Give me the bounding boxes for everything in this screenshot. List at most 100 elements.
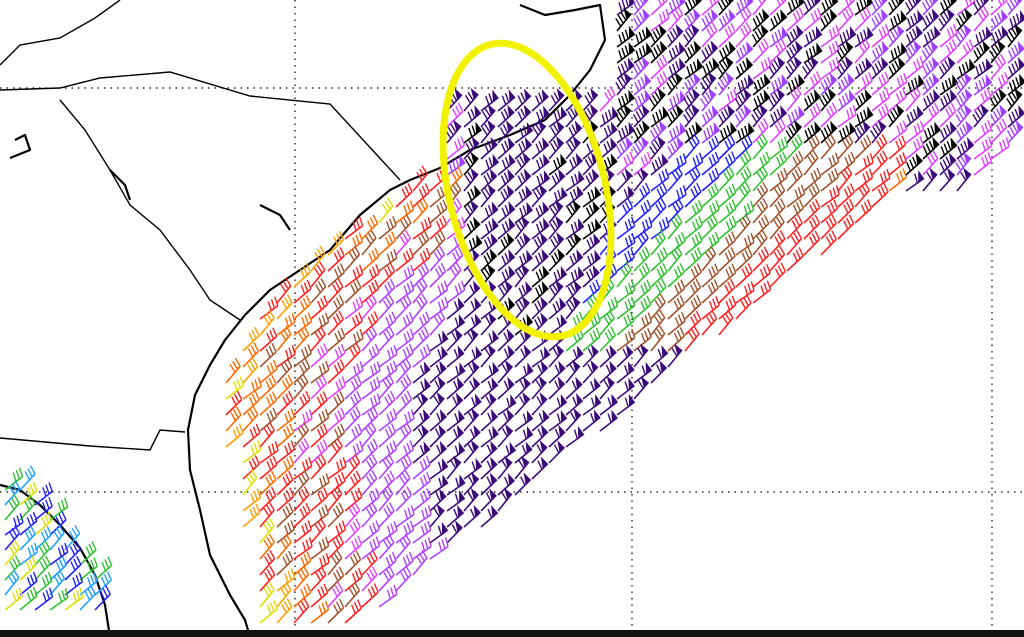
barb-staff (463, 173, 479, 192)
barb-feather (539, 157, 544, 167)
barb-feather (422, 250, 428, 260)
barb-pennant (488, 311, 496, 324)
barb-feather (719, 78, 727, 88)
barb-feather (730, 151, 737, 161)
barb-feather (499, 127, 506, 137)
barb-feather (687, 0, 694, 9)
state-border (0, 71, 401, 181)
barb-feather (665, 216, 670, 227)
barb-staff (701, 46, 719, 64)
barb-feather (439, 230, 446, 240)
barb-feather (962, 44, 968, 54)
barb-feather (913, 13, 918, 23)
barb-feather (501, 363, 508, 373)
barb-feather (763, 282, 768, 293)
barb-feather (790, 91, 797, 101)
barb-feather (316, 428, 322, 438)
barb-staff (446, 497, 466, 512)
barb-pennant (676, 136, 684, 149)
barb-pennant (578, 218, 584, 231)
barb-feather (688, 107, 695, 117)
barb-feather (691, 136, 698, 146)
barb-feather (281, 363, 287, 373)
barb-feather (589, 332, 595, 343)
barb-pennant (929, 167, 938, 180)
barb-feather (32, 571, 38, 582)
barb-feather (14, 555, 21, 565)
barb-feather (796, 229, 803, 239)
barb-feather (287, 570, 292, 581)
barb-feather (919, 136, 924, 146)
barb-feather (667, 145, 673, 156)
barb-feather (369, 525, 374, 535)
barb-staff (582, 193, 602, 208)
barb-feather (403, 425, 409, 435)
barb-pennant (507, 344, 515, 357)
barb-staff (514, 158, 531, 176)
barb-feather (693, 249, 700, 260)
barb-feather (570, 284, 577, 294)
barb-feather (481, 190, 489, 200)
barb-feather (814, 214, 821, 224)
barb-feather (266, 364, 272, 375)
barb-feather (289, 487, 295, 497)
barb-feather (355, 470, 362, 480)
barb-staff (429, 430, 447, 448)
barb-feather (692, 281, 699, 291)
barb-staff (497, 414, 515, 432)
barb-feather (382, 379, 389, 389)
barb-feather (805, 50, 810, 60)
barb-feather (745, 294, 752, 304)
barb-feather (321, 363, 327, 373)
barb-feather (484, 267, 491, 277)
barb-pennant (781, 25, 788, 39)
barb-feather (749, 200, 755, 211)
barb-feather (370, 585, 376, 596)
barb-feather (453, 428, 459, 438)
barb-pennant (578, 170, 585, 183)
barb-feather (369, 541, 374, 551)
barb-feather (875, 47, 881, 57)
barb-feather (372, 550, 378, 560)
barb-feather (518, 143, 524, 153)
barb-staff (480, 512, 499, 528)
barb-feather (467, 267, 474, 277)
barb-pennant (659, 360, 667, 373)
barb-feather (373, 363, 378, 373)
barb-staff (684, 65, 704, 80)
barb-feather (638, 252, 645, 262)
barb-feather (957, 30, 964, 40)
barb-feather (706, 127, 711, 138)
barb-feather (890, 30, 897, 40)
barb-feather (79, 587, 84, 598)
barb-pennant (489, 472, 497, 485)
barb-feather (289, 423, 295, 433)
barb-feather (551, 203, 559, 213)
barb-feather (371, 454, 378, 464)
barb-feather (332, 284, 339, 293)
barb-feather (268, 445, 273, 456)
barb-feather (722, 315, 729, 325)
barb-feather (644, 262, 651, 272)
barb-pennant (662, 105, 669, 119)
barb-feather (303, 438, 310, 447)
barb-feather (252, 406, 259, 416)
barb-feather (469, 380, 475, 390)
barb-pennant (453, 119, 461, 132)
barb-feather (643, 298, 649, 308)
barb-feather (925, 15, 931, 25)
barb-feather (760, 121, 766, 131)
barb-feather (760, 41, 767, 51)
barb-feather (635, 111, 642, 121)
barb-feather (740, 172, 747, 182)
barb-feather (759, 269, 765, 279)
barb-feather (302, 421, 309, 431)
barb-feather (907, 0, 914, 9)
barb-feather (300, 473, 307, 483)
barb-feather (949, 26, 955, 36)
barb-pennant (573, 280, 581, 292)
barb-feather (420, 265, 427, 275)
barb-feather (987, 152, 992, 162)
barb-feather (762, 266, 768, 276)
barb-feather (467, 111, 473, 121)
